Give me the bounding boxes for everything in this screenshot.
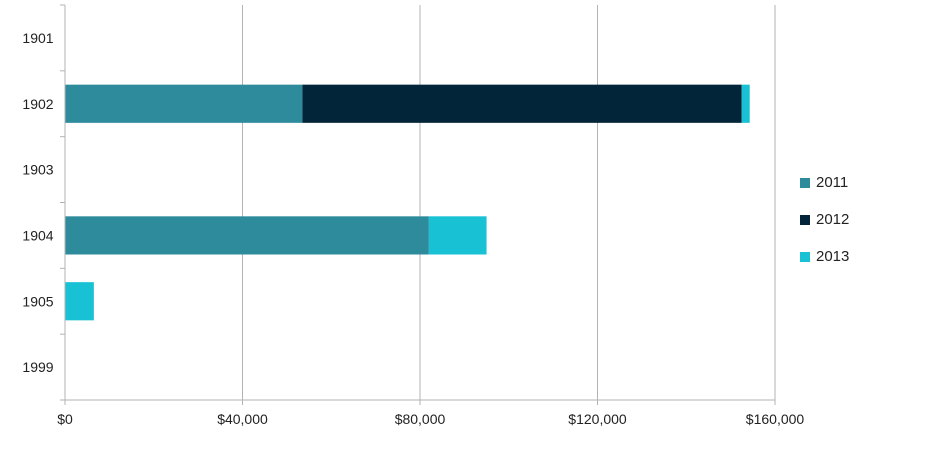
y-category-label: 1902 <box>22 96 53 112</box>
y-category-label: 1904 <box>22 227 53 243</box>
x-tick-label: $160,000 <box>746 411 805 427</box>
bar-segment-2011-1904 <box>65 216 429 255</box>
bar-segment-2013-1904 <box>428 216 487 255</box>
bar-segment-2011-1902 <box>65 84 303 123</box>
y-category-label: 1901 <box>22 30 53 46</box>
bar-layer <box>65 84 750 321</box>
y-category-label: 1905 <box>22 293 53 309</box>
legend-label: 2011 <box>816 174 849 191</box>
legend-swatch <box>800 214 810 225</box>
legend-item-2011: 2011 <box>800 173 849 192</box>
x-tick-label: $120,000 <box>568 411 627 427</box>
bar-segment-2013-1902 <box>741 84 750 123</box>
legend-swatch <box>800 177 810 188</box>
grid-layer <box>242 5 776 400</box>
legend-swatch <box>800 251 810 262</box>
y-category-label: 1999 <box>22 359 53 375</box>
bar-segment-2013-1905 <box>65 282 94 321</box>
legend-item-2013: 2013 <box>800 247 849 266</box>
legend-item-2012: 2012 <box>800 210 849 229</box>
x-tick-label: $0 <box>57 411 73 427</box>
x-tick-label: $40,000 <box>217 411 268 427</box>
legend-label: 2013 <box>816 248 850 265</box>
y-category-label: 1903 <box>22 162 53 178</box>
bar-segment-2012-1902 <box>302 84 742 123</box>
x-tick-label: $80,000 <box>395 411 446 427</box>
legend-label: 2012 <box>816 211 850 228</box>
chart-legend: 2011 2012 2013 <box>800 173 849 284</box>
axis-layer: $0 $40,000 $80,000 $120,000 $160,000 1901 1902… <box>22 4 805 427</box>
